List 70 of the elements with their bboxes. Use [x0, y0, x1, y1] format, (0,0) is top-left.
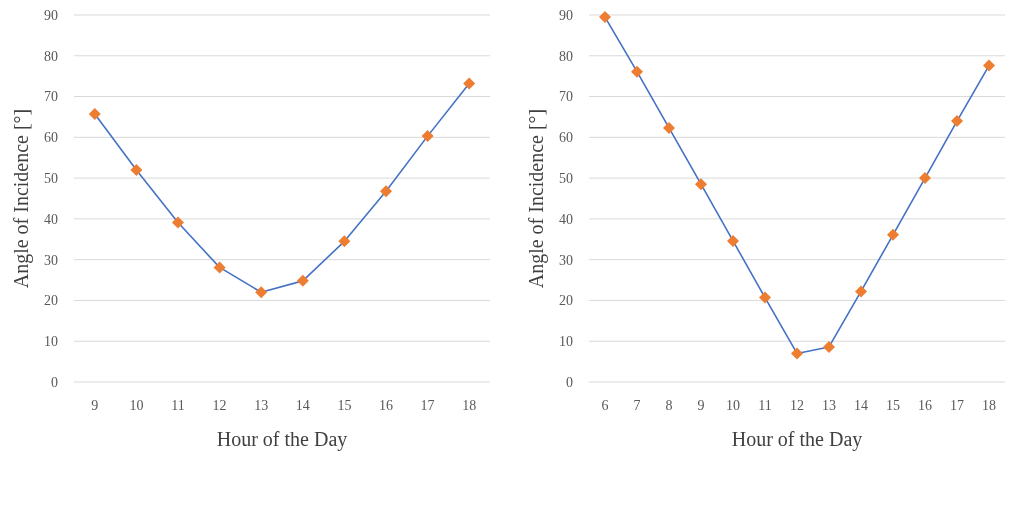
x-tick-label: 16 — [918, 398, 932, 413]
y-tick-label: 20 — [559, 293, 573, 309]
y-tick-label: 70 — [559, 89, 573, 105]
point — [255, 286, 268, 299]
x-tick-label: 15 — [337, 398, 352, 413]
point — [172, 216, 184, 229]
point — [463, 77, 476, 90]
point — [663, 121, 675, 134]
y-tick-label: 40 — [44, 211, 58, 227]
x-tick-label: 18 — [982, 398, 996, 413]
y-tick-label: 70 — [44, 89, 58, 105]
point — [791, 347, 803, 360]
y-tick-label: 30 — [44, 252, 58, 268]
point — [855, 285, 867, 298]
x-tick-label: 18 — [462, 398, 477, 413]
x-tick-label: 12 — [212, 398, 227, 413]
y-tick-label: 50 — [44, 171, 58, 187]
x-tick-label: 7 — [633, 398, 641, 413]
point — [88, 108, 101, 121]
x-tick-label: 9 — [697, 398, 705, 413]
y-tick-label: 60 — [559, 130, 573, 146]
x-tick-label: 13 — [822, 398, 836, 413]
y-tick-label: 50 — [559, 171, 573, 187]
y-tick-label: 60 — [44, 130, 58, 146]
point — [759, 291, 771, 304]
y-axis-title: Angle of Incidence [°] — [10, 108, 33, 289]
y-tick-label: 30 — [559, 252, 573, 268]
point — [919, 172, 931, 185]
point — [727, 234, 739, 247]
x-tick-label: 11 — [758, 398, 772, 413]
x-tick-label: 12 — [790, 398, 804, 413]
point — [130, 163, 143, 176]
point — [380, 185, 392, 198]
x-tick-label: 10 — [129, 398, 144, 413]
x-tick-label: 10 — [726, 398, 740, 413]
x-tick-label: 15 — [886, 398, 900, 413]
point — [823, 340, 835, 353]
point — [695, 178, 707, 191]
y-axis-title: Angle of Incidence [°] — [525, 108, 548, 289]
x-tick-label: 9 — [91, 398, 99, 413]
x-tick-label: 6 — [601, 398, 609, 413]
x-tick-label: 13 — [254, 398, 269, 413]
point — [631, 65, 643, 78]
point — [421, 130, 434, 143]
point — [338, 235, 351, 248]
y-tick-label: 10 — [44, 334, 58, 350]
y-tick-label: 10 — [559, 334, 573, 350]
point — [951, 115, 963, 128]
x-tick-label: 14 — [295, 398, 310, 413]
x-axis-title: Hour of the Day — [731, 428, 863, 451]
point — [983, 59, 995, 72]
y-tick-label: 0 — [566, 374, 573, 390]
x-tick-label: 17 — [420, 398, 435, 413]
point — [599, 11, 611, 24]
x-tick-label: 8 — [665, 398, 673, 413]
point — [213, 261, 226, 274]
y-tick-label: 90 — [559, 7, 573, 23]
y-tick-label: 40 — [559, 211, 573, 227]
y-tick-label: 20 — [44, 293, 58, 309]
point — [296, 274, 309, 287]
y-tick-label: 90 — [44, 7, 58, 23]
x-tick-label: 11 — [171, 398, 185, 413]
x-tick-label: 16 — [379, 398, 393, 413]
point — [887, 228, 899, 241]
y-tick-label: 0 — [51, 374, 58, 390]
x-tick-label: 14 — [854, 398, 868, 413]
y-tick-label: 80 — [559, 48, 573, 64]
x-axis-title: Hour of the Day — [216, 428, 348, 451]
x-tick-label: 17 — [950, 398, 964, 413]
y-tick-label: 80 — [44, 48, 58, 64]
